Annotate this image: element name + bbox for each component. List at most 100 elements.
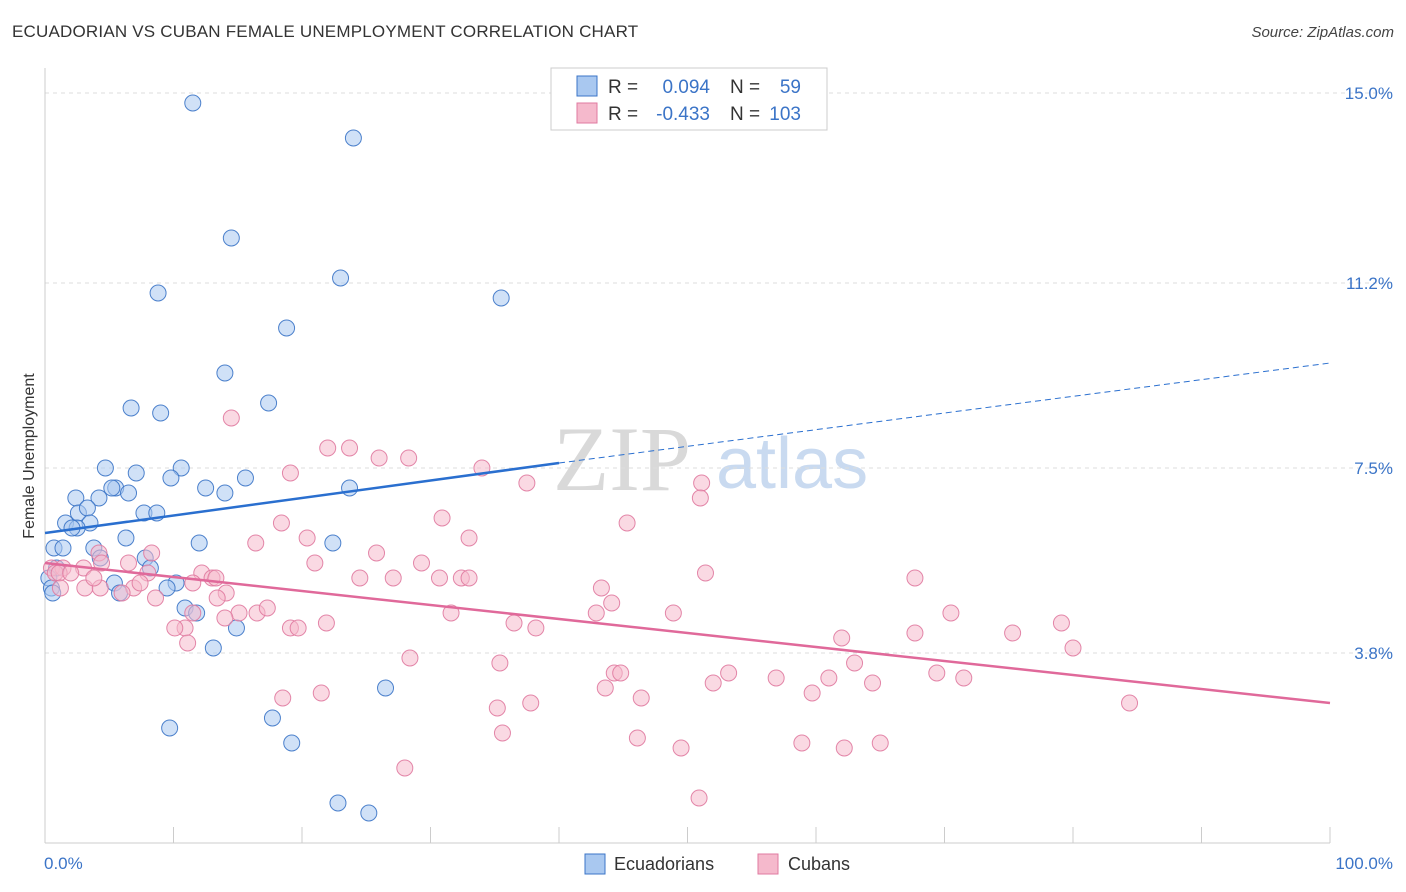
cuban-point xyxy=(93,554,111,572)
legend-r-label-cubans: R = xyxy=(608,104,638,125)
cuban-point xyxy=(306,554,324,572)
ecuadorian-point xyxy=(103,479,121,497)
cuban-point xyxy=(592,579,610,597)
cuban-point xyxy=(289,619,307,637)
cuban-point xyxy=(1052,614,1070,632)
cuban-point xyxy=(793,734,811,752)
cuban-point xyxy=(147,589,165,607)
cuban-point xyxy=(179,634,197,652)
y-tick-label: 7.5% xyxy=(1354,459,1393,478)
cuban-point xyxy=(1004,624,1022,642)
cuban-point xyxy=(368,544,386,562)
legend-box: R = 0.094 N = 59 R = -0.433 N = 103 xyxy=(550,67,828,131)
ecuadorian-point xyxy=(216,364,234,382)
ecuadorian-point xyxy=(172,459,190,477)
ecuadorian-point xyxy=(96,459,114,477)
cuban-point xyxy=(632,689,650,707)
cuban-point xyxy=(460,529,478,547)
cuban-point xyxy=(955,669,973,687)
bottom-legend: Ecuadorians Cubans xyxy=(584,853,850,875)
ecuadorian-point xyxy=(162,469,180,487)
ecuadorian-point xyxy=(283,734,301,752)
legend-r-value-ecuadorians: 0.094 xyxy=(662,77,710,98)
cuban-point xyxy=(430,569,448,587)
cuban-point xyxy=(85,569,103,587)
cuban-point xyxy=(143,544,161,562)
cuban-point xyxy=(690,789,708,807)
cuban-point xyxy=(281,464,299,482)
legend-n-value-cubans: 103 xyxy=(769,104,801,125)
ecuadorian-point xyxy=(329,794,347,812)
cuban-point xyxy=(596,679,614,697)
ecuadorian-point xyxy=(236,469,254,487)
cuban-point xyxy=(1121,694,1139,712)
cuban-point xyxy=(871,734,889,752)
ecuadorian-point xyxy=(492,289,510,307)
cuban-point xyxy=(258,599,276,617)
cuban-point xyxy=(767,669,785,687)
cuban-point xyxy=(720,664,738,682)
cuban-point xyxy=(704,674,722,692)
legend-n-label-cubans: N = xyxy=(730,104,760,125)
ecuadorian-trend-line xyxy=(44,461,560,535)
ecuadorian-point xyxy=(54,539,72,557)
ecuadorian-point xyxy=(184,94,202,112)
cuban-point xyxy=(413,554,431,572)
y-tick-label: 3.8% xyxy=(1354,644,1393,663)
cuban-point xyxy=(208,589,226,607)
cuban-point xyxy=(603,594,621,612)
cuban-point xyxy=(664,604,682,622)
ecuadorian-point xyxy=(222,229,240,247)
cuban-point xyxy=(51,579,69,597)
cuban-point xyxy=(833,629,851,647)
cuban-point xyxy=(442,604,460,622)
cuban-point xyxy=(491,654,509,672)
x-tick-label-max: 100.0% xyxy=(1335,854,1393,873)
cuban-point xyxy=(846,654,864,672)
source-label: Source: ZipAtlas.com xyxy=(1251,24,1394,41)
cuban-point xyxy=(1064,639,1082,657)
cuban-point xyxy=(222,409,240,427)
cuban-point xyxy=(230,604,248,622)
cuban-point xyxy=(691,489,709,507)
ecuadorian-point xyxy=(204,639,222,657)
ecuadorian-point xyxy=(149,284,167,302)
cuban-point xyxy=(672,739,690,757)
cuban-trend-line xyxy=(44,561,1331,705)
ecuadorian-point xyxy=(117,529,135,547)
y-tick-label: 15.0% xyxy=(1345,84,1393,103)
y-axis-title: Female Unemployment xyxy=(21,373,38,539)
cuban-point xyxy=(493,724,511,742)
cuban-point xyxy=(370,449,388,467)
ecuadorian-point xyxy=(152,404,170,422)
legend-n-value-ecuadorians: 59 xyxy=(780,77,801,98)
cuban-point xyxy=(928,664,946,682)
cuban-point xyxy=(505,614,523,632)
bottom-legend-label-cubans: Cubans xyxy=(788,854,850,874)
ecuadorian-point xyxy=(332,269,350,287)
ecuadorian-point xyxy=(360,804,378,822)
cuban-point xyxy=(401,649,419,667)
cuban-point xyxy=(820,669,838,687)
cuban-point xyxy=(518,474,536,492)
ecuadorian-point xyxy=(161,719,179,737)
cuban-point xyxy=(247,534,265,552)
ecuadorian-point xyxy=(190,534,208,552)
ecuadorian-point xyxy=(120,484,138,502)
watermark-zip: ZIP xyxy=(553,408,691,510)
cuban-point xyxy=(400,449,418,467)
cuban-point xyxy=(319,439,337,457)
cuban-point xyxy=(587,604,605,622)
cuban-point xyxy=(906,569,924,587)
cuban-point xyxy=(298,529,316,547)
cuban-point xyxy=(864,674,882,692)
legend-r-label-ecuadorians: R = xyxy=(608,77,638,98)
watermark-atlas: atlas xyxy=(716,424,868,504)
cuban-point xyxy=(113,584,131,602)
cuban-point xyxy=(803,684,821,702)
cuban-point xyxy=(317,614,335,632)
bottom-legend-label-ecuadorians: Ecuadorians xyxy=(614,854,714,874)
ecuadorian-point xyxy=(263,709,281,727)
cuban-point xyxy=(272,514,290,532)
